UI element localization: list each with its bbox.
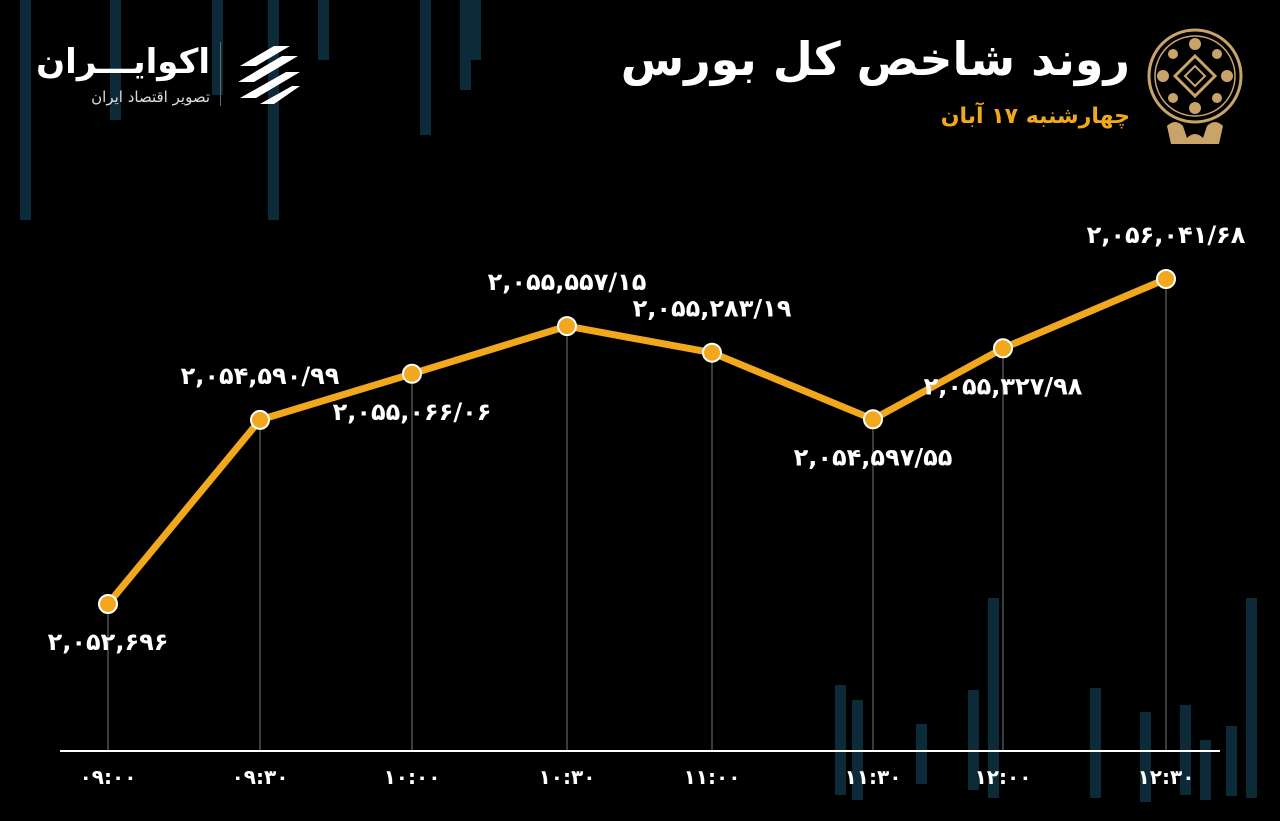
data-label: ۲,۰۵۶,۰۴۱/۶۸ [1087,221,1246,249]
x-tick-label: ۰۹:۰۰ [80,765,137,789]
background-bar [916,724,927,784]
background-bar [460,0,471,90]
brand-tagline: تصویر اقتصاد ایران [91,88,210,106]
data-label: ۲,۰۵۴,۵۹۰/۹۹ [181,362,340,390]
chart-subtitle: چهارشنبه ۱۷ آبان [940,104,1130,129]
background-bar [1140,712,1151,802]
x-tick-label: ۱۱:۳۰ [845,765,902,789]
background-bar [1246,598,1257,798]
x-tick-label: ۰۹:۳۰ [232,765,289,789]
data-point [993,338,1013,359]
background-bar [110,0,121,120]
background-bar [268,0,279,220]
background-bar [988,598,999,798]
series-line [104,275,1170,608]
background-bar [1226,726,1237,796]
background-bar [20,0,31,220]
background-bar [470,0,481,60]
chart-title: روند شاخص کل بورس [620,32,1130,86]
data-label: ۲,۰۵۴,۵۹۷/۵۵ [794,443,953,471]
background-bar [1200,740,1211,800]
background-bar [1090,688,1101,798]
x-tick-labels: ۰۹:۰۰ ۰۹:۳۰ ۱۰:۰۰ ۱۰:۳۰ ۱۱:۰۰ ۱۱:۳۰ ۱۲:۰۰ ۱۲:۳۰ [80,765,1195,789]
background-bar [968,690,979,790]
background-bar [212,0,223,95]
x-tick-label: ۱۲:۰۰ [975,765,1032,789]
background-bar [420,0,431,135]
x-tick-label: ۱۰:۳۰ [539,765,596,789]
data-point [250,409,270,430]
stock-exchange-emblem-icon [1147,28,1243,144]
brand-name: اکوایـــران [36,42,210,82]
x-tick-label: ۱۱:۰۰ [684,765,741,789]
data-label: ۲,۰۵۵,۵۵۷/۱۵ [488,268,647,296]
data-labels: ۲,۰۵۲,۶۹۶ ۲,۰۵۴,۵۹۰/۹۹ ۲,۰۵۵,۰۶۶/۰۶ ۲,۰۵۵,۵… [48,221,1246,656]
data-point [402,363,422,384]
background-bar [318,0,329,60]
data-label: ۲,۰۵۲,۶۹۶ [48,628,169,656]
data-point [98,594,118,614]
x-tick-label: ۱۲:۳۰ [1138,765,1195,789]
guide-lines [107,279,1167,751]
ecoiran-logo-icon [238,46,300,104]
data-point [1156,269,1176,289]
data-point [702,342,722,363]
data-label: ۲,۰۵۵,۳۲۷/۹۸ [924,372,1083,400]
brand-divider [220,42,221,106]
data-points [98,269,1176,614]
brand-block: اکوایـــران تصویر اقتصاد ایران [36,36,310,116]
data-label: ۲,۰۵۵,۰۶۶/۰۶ [333,398,492,426]
data-point [557,316,577,337]
data-label: ۲,۰۵۵,۲۸۳/۱۹ [633,295,792,323]
x-tick-label: ۱۰:۰۰ [384,765,441,789]
data-point [863,409,883,430]
background-bar [835,685,846,795]
